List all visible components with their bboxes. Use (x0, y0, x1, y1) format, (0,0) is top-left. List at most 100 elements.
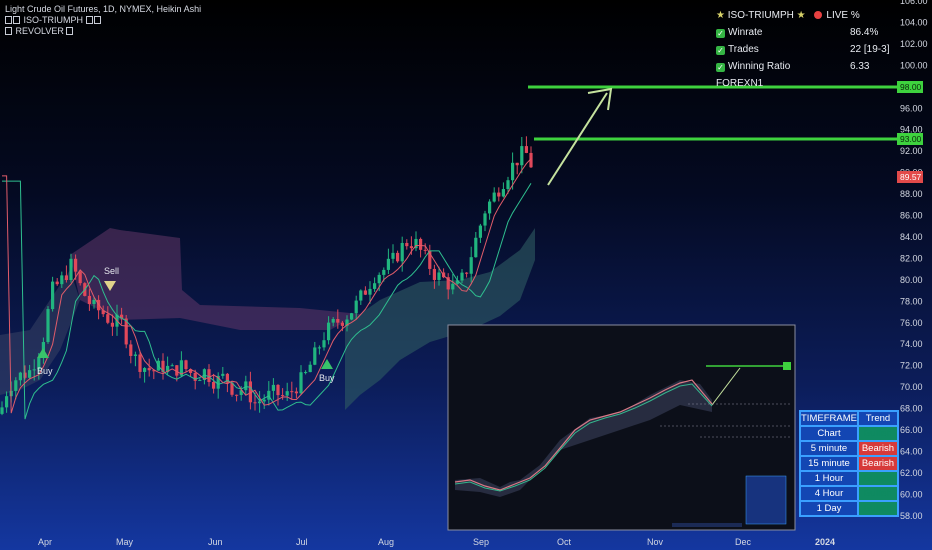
candle-body (51, 281, 55, 310)
table-row: 4 Hour Bullish (799, 485, 899, 502)
candle-body (373, 283, 377, 289)
candle-body (285, 391, 289, 396)
candle-body (432, 268, 436, 280)
candle-body (506, 180, 510, 190)
price-tick-label: 72.00 (900, 361, 923, 371)
candle-body (469, 257, 473, 274)
price-tick-label: 92.00 (900, 146, 923, 156)
candle-body (170, 365, 174, 367)
candle-body (460, 272, 464, 281)
stats-label: Winrate (728, 27, 763, 38)
ichimoku-cloud-left (0, 270, 80, 395)
candle-body (400, 242, 404, 262)
candle-body (207, 369, 211, 383)
candle-body (276, 384, 280, 396)
candle-body (138, 354, 142, 372)
indicator-name: ISO-TRIUMPH (23, 15, 84, 25)
table-row: Chart Bullish (799, 425, 899, 442)
candle-body (5, 396, 9, 408)
time-tick-label: Nov (647, 537, 664, 547)
trend-cell: Bullish (856, 485, 899, 502)
candle-body (212, 382, 216, 389)
stats-label: Winning Ratio (728, 61, 791, 72)
price-tick-label: 80.00 (900, 275, 923, 285)
indicator-revolver[interactable]: REVOLVER (5, 26, 74, 37)
sell-signal-icon[interactable] (104, 281, 116, 291)
header-timeframe: TIMEFRAME (799, 410, 859, 427)
trend-cell: Bearish (856, 440, 899, 457)
buy-signal-icon[interactable] (321, 359, 333, 369)
trend-cell: Bullish (856, 500, 899, 517)
candle-body (175, 365, 179, 376)
candle-body (55, 281, 59, 285)
candle-body (198, 380, 202, 382)
timeframe-trend-table: TIMEFRAME Trend Chart Bullish 5 minute Bear… (799, 410, 899, 517)
time-tick-label: Sep (473, 537, 489, 547)
candle-body (345, 319, 349, 326)
buy-signal-label: Buy (37, 366, 53, 376)
time-axis[interactable]: Apr May Jun Jul Aug Sep Oct Nov Dec 2024 (38, 537, 835, 547)
candle-body (106, 314, 110, 323)
timeframe-cell: 15 minute (799, 455, 859, 472)
time-tick-label: Aug (378, 537, 394, 547)
table-row: 5 minute Bearish (799, 440, 899, 457)
candle-body (28, 370, 32, 378)
buy-signal-label: Buy (319, 373, 335, 383)
price-axis[interactable]: 106.00104.00102.00100.0098.0096.0094.009… (900, 0, 928, 521)
inset-chart-thumbnail[interactable] (447, 324, 796, 531)
candle-body (225, 373, 229, 383)
check-icon: ✓ (716, 46, 725, 55)
candle-body (428, 250, 432, 269)
price-tick-label: 58.00 (900, 511, 923, 521)
price-tick-label: 94.00 (900, 125, 923, 135)
indicator-iso-triumph[interactable]: ISO-TRIUMPH (5, 15, 102, 26)
candle-body (32, 369, 36, 371)
buy-signal-icon[interactable] (37, 348, 49, 358)
candle-body (446, 277, 450, 290)
price-tag-93-label: 93.00 (900, 134, 922, 144)
candle-body (244, 381, 248, 391)
candle-body (92, 299, 96, 304)
candle-body (46, 309, 50, 343)
indicator-icon (66, 27, 74, 35)
candle-body (405, 242, 409, 247)
candle-body (60, 275, 64, 285)
candle-body (193, 372, 197, 381)
table-row: 1 Hour Bullish (799, 470, 899, 487)
candle-body (455, 280, 459, 284)
ichimoku-cloud-bullish (345, 228, 535, 410)
candle-body (354, 300, 358, 314)
candle-body (262, 399, 266, 402)
price-tick-label: 68.00 (900, 404, 923, 414)
candle-body (147, 368, 151, 371)
strategy-stats-panel: ★ ISO-TRIUMPH ★ LIVE % ✓ Winrate 86.4% ✓ Tr… (716, 7, 896, 92)
candle-body (216, 375, 220, 389)
stats-value: 86.4% (850, 27, 879, 38)
candle-body (331, 319, 335, 323)
trend-cell: Bullish (856, 425, 899, 442)
candle-body (368, 288, 372, 295)
candle-body (386, 258, 390, 270)
trend-cell: Bullish (856, 470, 899, 487)
last-price-tag (897, 171, 923, 183)
candle-body (336, 319, 340, 323)
candle-body (414, 238, 418, 249)
candle-body (37, 357, 41, 370)
candle-body (359, 290, 363, 301)
live-dot-icon (814, 11, 823, 19)
candle-body (239, 390, 243, 395)
candle-body (179, 360, 183, 376)
candle-body (129, 344, 133, 356)
candle-body (478, 225, 482, 238)
candle-body (382, 269, 386, 275)
stats-row: ✓ Winning Ratio 6.33 (716, 58, 896, 75)
candle-body (488, 201, 492, 214)
price-tick-label: 82.00 (900, 253, 923, 263)
price-tick-label: 66.00 (900, 425, 923, 435)
candle-body (492, 192, 496, 202)
sell-signal-label: Sell (104, 266, 119, 276)
stats-row: ✓ Trades 22 [19-3] (716, 41, 896, 58)
candle-body (327, 322, 331, 341)
candle-body (377, 274, 381, 284)
